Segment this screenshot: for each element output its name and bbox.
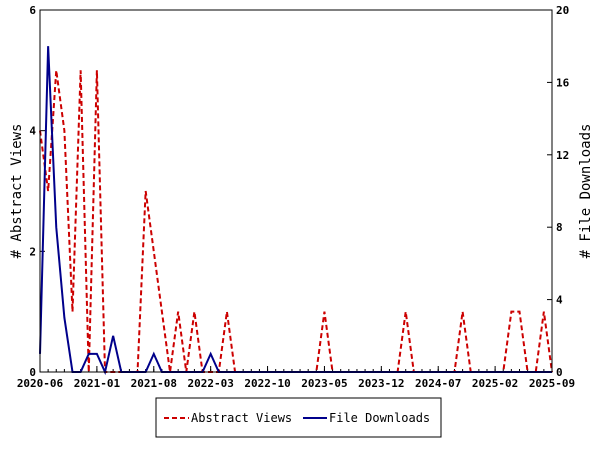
y-axis-title: # Abstract Views — [9, 124, 25, 259]
series-line-abstract-views — [39, 70, 553, 373]
y2-tick-label: 16 — [556, 76, 570, 89]
legend-label-file-downloads: File Downloads — [329, 411, 430, 425]
x-tick-label: 2025-09 — [529, 377, 575, 390]
series-line-file-downloads — [39, 46, 552, 376]
y2-tick-label: 4 — [556, 294, 563, 307]
y-tick-label: 4 — [29, 125, 36, 138]
y-tick-label: 2 — [29, 245, 36, 258]
y2-axis-title: # File Downloads — [578, 124, 594, 259]
legend-label-abstract-views: Abstract Views — [191, 411, 292, 425]
x-tick-label: 2022-10 — [244, 377, 290, 390]
y2-tick-label: 0 — [556, 366, 563, 379]
y2-tick-label: 12 — [556, 149, 569, 162]
y2-tick-label: 8 — [556, 221, 563, 234]
y-tick-label: 6 — [29, 4, 36, 17]
x-tick-label: 2022-03 — [187, 377, 233, 390]
y-tick-label: 0 — [29, 366, 36, 379]
x-tick-label: 2023-12 — [358, 377, 404, 390]
tick-labels: 2020-06 2021-01 2021-08 2022-03 2022-10 2023-… — [17, 4, 575, 390]
x-tick-label: 2023-05 — [301, 377, 347, 390]
y2-tick-label: 20 — [556, 4, 569, 17]
x-tick-label: 2021-08 — [131, 377, 177, 390]
plot-frame — [39, 9, 553, 373]
legend-box — [155, 397, 442, 438]
x-tick-label: 2021-01 — [74, 377, 121, 390]
ticks — [39, 9, 553, 373]
x-tick-label: 2020-06 — [17, 377, 64, 390]
x-tick-label: 2025-02 — [472, 377, 518, 390]
x-tick-label: 2024-07 — [415, 377, 461, 390]
series-lines — [39, 46, 553, 376]
legend: Abstract Views File Downloads — [155, 397, 442, 438]
